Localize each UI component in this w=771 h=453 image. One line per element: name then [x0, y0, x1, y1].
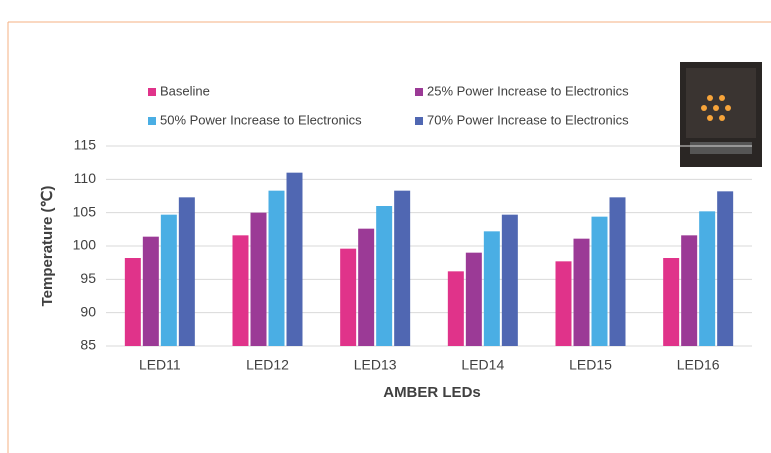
bar — [591, 216, 608, 346]
bar — [178, 197, 195, 346]
bar — [447, 271, 464, 346]
led-photo — [680, 62, 762, 167]
y-tick-label: 95 — [80, 270, 96, 286]
x-tick-label: LED16 — [677, 357, 720, 373]
x-tick-label: LED13 — [354, 357, 397, 373]
bar — [681, 235, 698, 346]
bar — [358, 228, 375, 346]
y-tick-label: 85 — [80, 337, 96, 353]
bar — [717, 191, 734, 346]
bar — [483, 231, 500, 346]
bar — [376, 206, 393, 346]
legend-swatch — [148, 88, 156, 96]
legend-label: 25% Power Increase to Electronics — [427, 83, 629, 98]
legend-label: Baseline — [160, 83, 210, 98]
bar — [286, 172, 303, 346]
bar — [232, 235, 249, 346]
legend-label: 70% Power Increase to Electronics — [427, 112, 629, 127]
y-tick-label: 115 — [74, 137, 97, 153]
bar — [699, 211, 716, 346]
bar — [573, 238, 590, 346]
y-tick-label: 90 — [80, 303, 96, 319]
y-tick-label: 100 — [73, 237, 97, 253]
y-tick-label: 110 — [74, 170, 97, 186]
bar — [465, 252, 482, 346]
bar — [609, 197, 626, 346]
bar — [501, 214, 518, 346]
x-tick-label: LED14 — [461, 357, 504, 373]
bar — [160, 214, 177, 346]
bar — [394, 190, 411, 346]
bar — [124, 258, 141, 346]
bar — [663, 258, 680, 346]
legend-swatch — [148, 117, 156, 125]
bar — [250, 212, 267, 346]
legend-swatch — [415, 88, 423, 96]
bar — [555, 261, 572, 346]
y-tick-label: 105 — [73, 203, 97, 219]
x-tick-label: LED12 — [246, 357, 289, 373]
legend-swatch — [415, 117, 423, 125]
y-axis-title: Temperature (℃) — [39, 186, 56, 307]
legend-label: 50% Power Increase to Electronics — [160, 112, 362, 127]
bar — [268, 190, 285, 346]
x-axis-title: AMBER LEDs — [383, 384, 481, 401]
x-tick-label: LED15 — [569, 357, 612, 373]
bar — [340, 248, 357, 346]
x-tick-label: LED11 — [139, 357, 181, 373]
bar — [142, 236, 159, 346]
